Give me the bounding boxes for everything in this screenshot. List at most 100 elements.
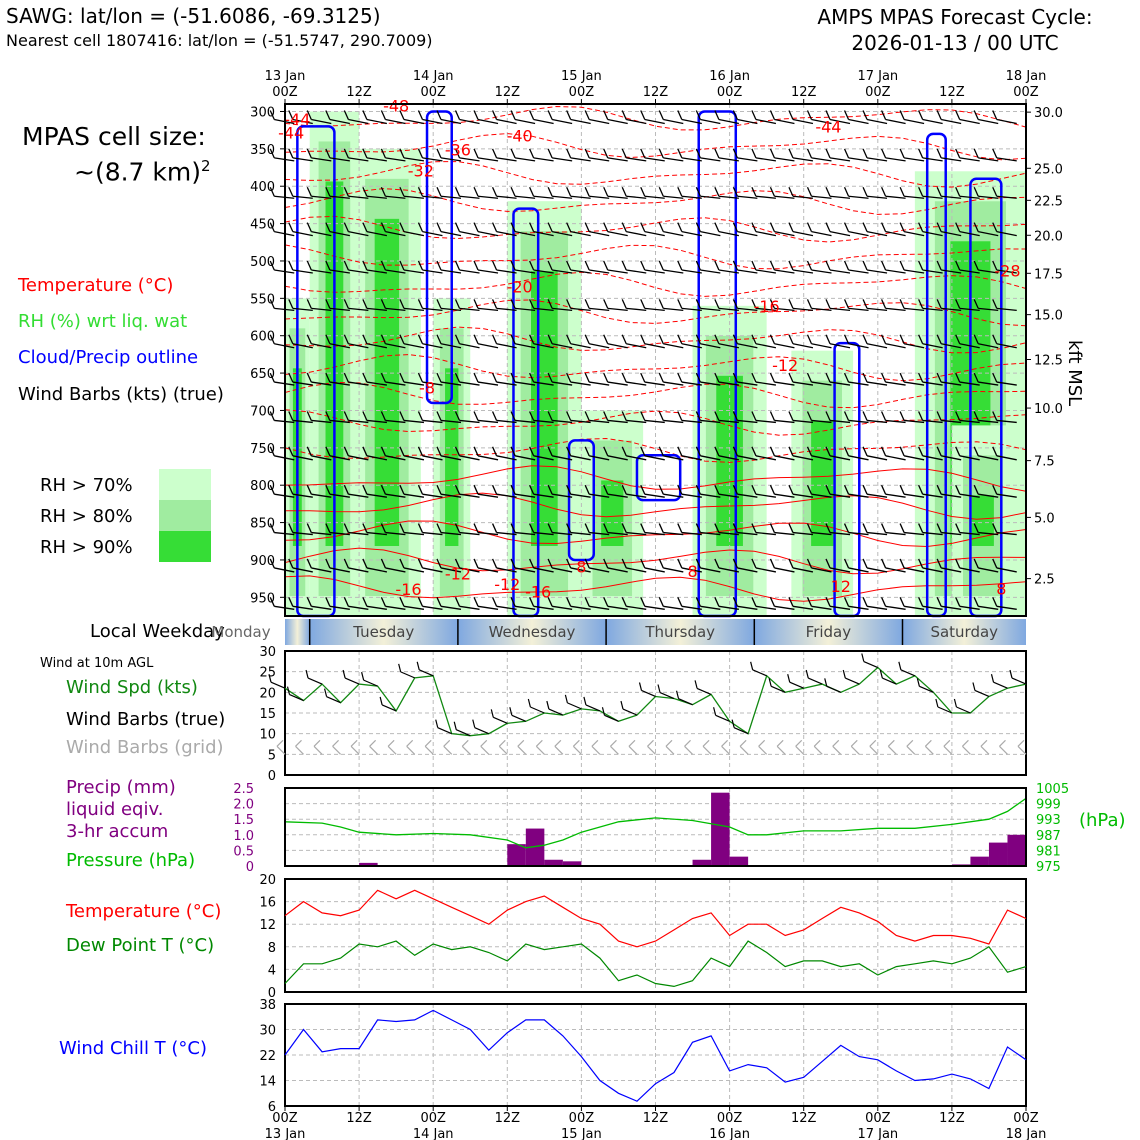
wind-barb-flag [955, 260, 961, 271]
temperature-line [284, 889, 1027, 948]
wind-barb-flag [473, 222, 479, 232]
true-wind-barb-flag [527, 698, 531, 708]
wind-barb-flag [751, 148, 757, 159]
wind-barb-flag [732, 334, 738, 344]
wind-barb [477, 419, 499, 424]
wind-barb-flag [510, 372, 516, 383]
wind-barb [440, 195, 462, 199]
wind-barb-flag [417, 446, 424, 457]
wind-barb [959, 307, 980, 311]
bottom-hour-label: 12Z [495, 1111, 521, 1126]
wind-barb-flag [806, 148, 813, 159]
wind-barb-flag [992, 411, 998, 421]
wind-barb [663, 455, 684, 461]
wind-barb-flag [862, 222, 868, 232]
weekday-name: Saturday [930, 623, 998, 641]
pressure-tick-label: 1005 [1036, 782, 1069, 797]
pressure-tick-label: 700 [250, 404, 275, 419]
wind-barb [348, 455, 369, 461]
wind-barb-flag [621, 446, 627, 457]
wind-barb [941, 157, 962, 162]
wind-barb [607, 531, 628, 536]
y-tick-label: 4 [268, 963, 276, 978]
wind-barb-flag [491, 411, 498, 421]
wind-barb [459, 605, 480, 610]
grid-wind-barb-flag [276, 739, 284, 747]
wind-barb-flag [677, 523, 683, 533]
wind-barb-flag [677, 222, 683, 232]
wind-barb [904, 157, 925, 162]
isotherm-label: -28 [994, 262, 1020, 281]
top-day-label: 18 Jan [1006, 69, 1047, 84]
wind-barb-flag [825, 597, 831, 607]
grid-wind-barb [628, 745, 638, 755]
wind-barb [311, 455, 332, 461]
grid-wind-barb-flag [832, 739, 840, 747]
wind-barb [848, 157, 869, 162]
wind-barb-flag [992, 186, 998, 197]
wind-barb [737, 381, 758, 386]
wind-barb-flag [547, 222, 553, 232]
wind-barb [885, 269, 906, 274]
wind-barb [755, 269, 777, 274]
grid-wind-barb-flag [999, 739, 1006, 747]
wind-barb [403, 195, 425, 199]
wind-barb-flag [529, 110, 535, 120]
wind-barb-flag [510, 411, 516, 421]
wind-barb-flag [899, 334, 905, 344]
wind-barb [829, 381, 851, 386]
wind-barb-flag [584, 446, 590, 457]
legend-temperature: Temperature (°C) [18, 275, 174, 296]
wind-barb-flag [269, 484, 275, 495]
wind-barb-flag [288, 222, 294, 232]
wind-barb [755, 195, 776, 199]
bottom-day-label: 14 Jan [413, 1127, 454, 1140]
pressure-tick-label: 500 [250, 255, 275, 270]
wind-barb [774, 605, 795, 610]
wind-barb-flag [547, 484, 553, 495]
wind-barb [311, 531, 332, 536]
wind-barb [829, 195, 851, 199]
wind-barb [848, 381, 869, 386]
precip-tick-label: 2.5 [233, 782, 254, 797]
bottom-hour-label: 00Z [1013, 1111, 1039, 1126]
wind-barb [904, 307, 925, 311]
wind-barb-flag [880, 558, 887, 569]
isotherm-line [284, 575, 1027, 602]
wind-barb-flag [491, 484, 498, 495]
pressure-tick-label: 400 [250, 180, 275, 195]
wind-barb-flag [288, 260, 294, 271]
wind-barb [329, 195, 350, 199]
pressure-tick-label: 650 [250, 367, 275, 382]
grid-wind-barb [665, 745, 675, 755]
wind-barb-flag [806, 446, 813, 457]
wind-barb [329, 567, 350, 573]
y-tick-label: 0 [268, 986, 276, 1001]
wind-barb [829, 567, 851, 573]
wind-barb [848, 269, 869, 274]
grid-wind-barb [1017, 745, 1027, 755]
grid-wind-barb-flag [313, 739, 321, 747]
true-wind-barb [863, 660, 879, 669]
wind-barb-flag [529, 186, 535, 197]
wind-barb [941, 419, 962, 424]
isotherm-label: -12 [494, 575, 520, 594]
wind-barb-flag [362, 523, 368, 533]
precip-label-2: liquid eqiv. [66, 799, 164, 820]
wind-barb [829, 531, 851, 536]
wind-barb [422, 381, 443, 386]
wind-barb [718, 531, 739, 536]
wind-barb-flag [695, 299, 701, 309]
wind-barb [904, 269, 925, 274]
wind-barb [644, 567, 665, 573]
height-tick-label: 10.0 [1034, 402, 1063, 417]
wind-barb-flag [918, 222, 924, 232]
wind-barb [922, 118, 943, 125]
wind-barb-flag [399, 484, 405, 495]
wind-barb [292, 567, 313, 573]
wind-barb-flag [695, 372, 701, 383]
wind-barb-flag [880, 597, 887, 607]
wind-barb [552, 381, 573, 386]
wind-barb [904, 531, 925, 536]
top-hour-label: 12Z [495, 85, 521, 100]
